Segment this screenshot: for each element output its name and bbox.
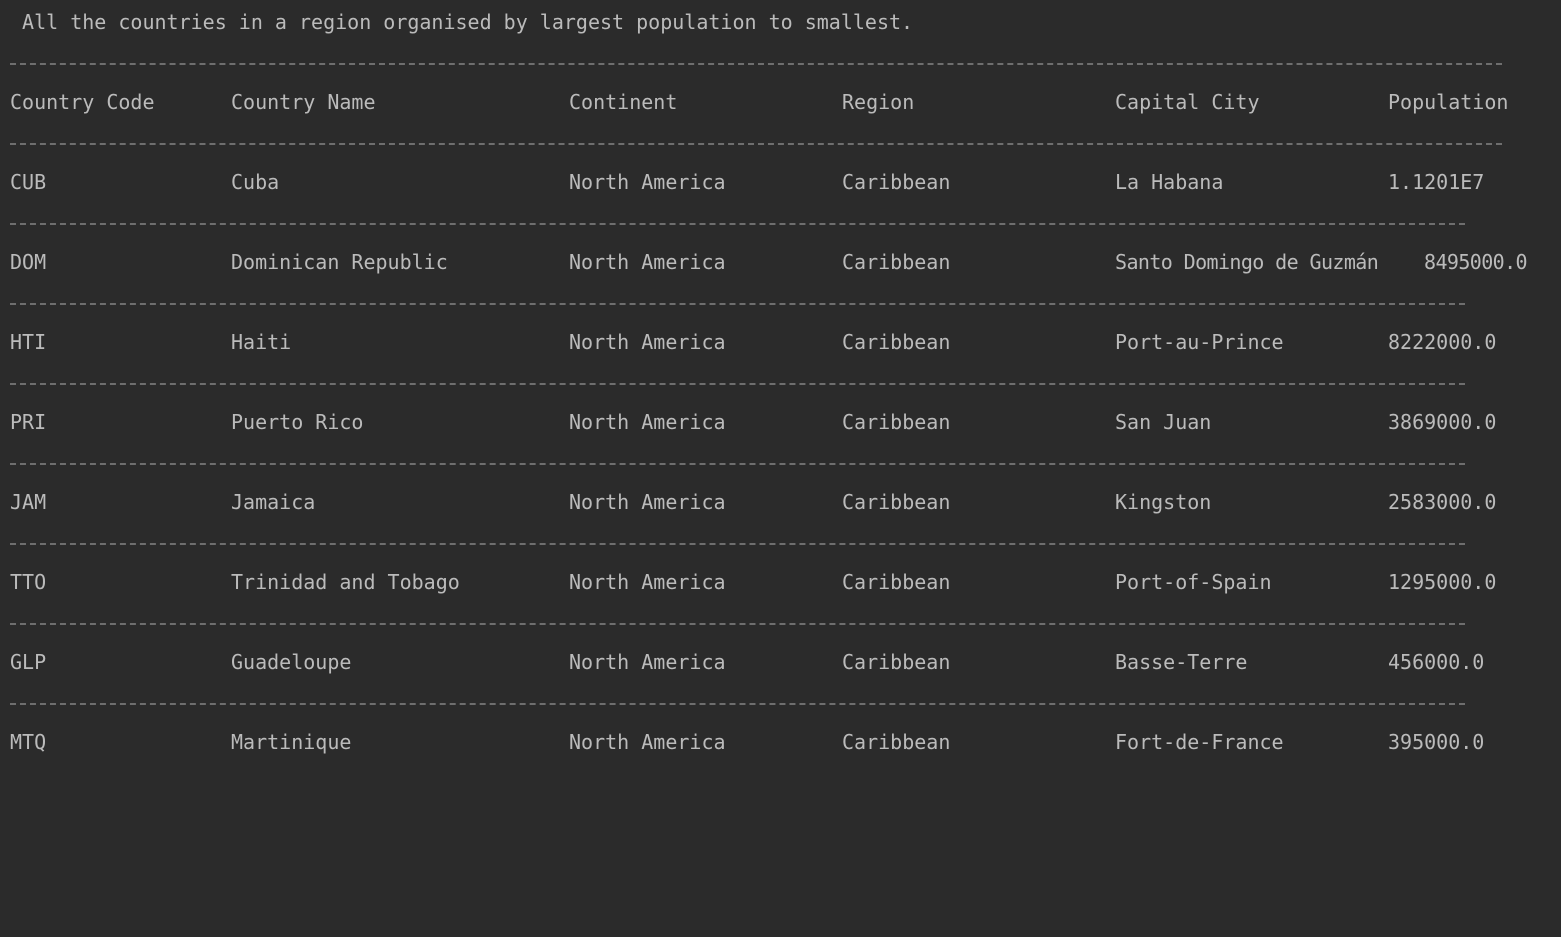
- separator-line: [10, 623, 1465, 625]
- capital-city-cell: Port-of-Spain: [1115, 570, 1272, 594]
- table-row: GLP Guadeloupe North America Caribbean B…: [10, 649, 1484, 675]
- capital-city-cell: La Habana: [1115, 170, 1224, 194]
- capital-city-cell: San Juan: [1115, 410, 1212, 434]
- region-cell: Caribbean: [842, 490, 951, 514]
- capital-city-cell: Fort-de-France: [1115, 730, 1284, 754]
- population-cell: 1.1201E7: [1388, 170, 1485, 194]
- region-cell: Caribbean: [842, 250, 951, 274]
- population-cell: 395000.0: [1388, 730, 1485, 754]
- column-header-population: Population: [1388, 90, 1509, 114]
- console-output[interactable]: All the countries in a region organised …: [0, 0, 1561, 760]
- region-cell: Caribbean: [842, 330, 951, 354]
- country-name-cell: Haiti: [231, 330, 292, 354]
- continent-cell: North America: [569, 570, 726, 594]
- region-cell: Caribbean: [842, 730, 951, 754]
- capital-city-cell: Santo Domingo de Guzmán: [1115, 250, 1379, 274]
- country-code-cell: HTI: [10, 330, 47, 354]
- column-header-country-name: Country Name: [231, 90, 376, 114]
- country-name-cell: Jamaica: [231, 490, 316, 514]
- population-cell: 8222000.0: [1388, 330, 1497, 354]
- continent-cell: North America: [569, 330, 726, 354]
- region-cell: Caribbean: [842, 410, 951, 434]
- region-cell: Caribbean: [842, 650, 951, 674]
- capital-city-cell: Kingston: [1115, 490, 1212, 514]
- population-cell: 8495000.0: [1424, 250, 1528, 274]
- continent-cell: North America: [569, 410, 726, 434]
- continent-cell: North America: [569, 730, 726, 754]
- table-row: TTO Trinidad and Tobago North America Ca…: [10, 569, 1496, 595]
- country-code-cell: TTO: [10, 570, 47, 594]
- country-name-cell: Martinique: [231, 730, 352, 754]
- separator-line: [10, 303, 1465, 305]
- separator-line: [10, 543, 1465, 545]
- table-row: JAM Jamaica North America Caribbean King…: [10, 489, 1496, 515]
- column-header-continent: Continent: [569, 90, 678, 114]
- country-code-cell: MTQ: [10, 730, 47, 754]
- table-row: DOM Dominican Republic North America Car…: [10, 249, 1528, 275]
- population-cell: 2583000.0: [1388, 490, 1497, 514]
- column-header-country-code: Country Code: [10, 90, 155, 114]
- report-title: All the countries in a region organised …: [10, 10, 914, 34]
- continent-cell: North America: [569, 170, 726, 194]
- table-row: PRI Puerto Rico North America Caribbean …: [10, 409, 1496, 435]
- column-header-region: Region: [842, 90, 915, 114]
- separator-line: [10, 223, 1465, 225]
- continent-cell: North America: [569, 250, 726, 274]
- table-row: HTI Haiti North America Caribbean Port-a…: [10, 329, 1496, 355]
- separator-line: [10, 383, 1465, 385]
- separator-line: [10, 143, 1502, 145]
- country-name-cell: Cuba: [231, 170, 280, 194]
- country-code-cell: CUB: [10, 170, 47, 194]
- continent-cell: North America: [569, 490, 726, 514]
- region-cell: Caribbean: [842, 570, 951, 594]
- country-code-cell: PRI: [10, 410, 47, 434]
- table-header: Country Code Country Name Continent Regi…: [10, 89, 1508, 115]
- table-row: CUB Cuba North America Caribbean La Haba…: [10, 169, 1484, 195]
- capital-city-cell: Port-au-Prince: [1115, 330, 1284, 354]
- country-name-cell: Puerto Rico: [231, 410, 364, 434]
- separator-line: [10, 463, 1465, 465]
- country-code-cell: JAM: [10, 490, 47, 514]
- separator-line: [10, 63, 1502, 65]
- region-cell: Caribbean: [842, 170, 951, 194]
- table-row: MTQ Martinique North America Caribbean F…: [10, 729, 1484, 755]
- country-name-cell: Guadeloupe: [231, 650, 352, 674]
- capital-city-cell: Basse-Terre: [1115, 650, 1248, 674]
- separator-line: [10, 703, 1465, 705]
- column-header-capital-city: Capital City: [1115, 90, 1260, 114]
- country-name-cell: Dominican Republic: [231, 250, 448, 274]
- continent-cell: North America: [569, 650, 726, 674]
- population-cell: 1295000.0: [1388, 570, 1497, 594]
- country-code-cell: GLP: [10, 650, 47, 674]
- country-code-cell: DOM: [10, 250, 47, 274]
- population-cell: 456000.0: [1388, 650, 1485, 674]
- population-cell: 3869000.0: [1388, 410, 1497, 434]
- country-name-cell: Trinidad and Tobago: [231, 570, 460, 594]
